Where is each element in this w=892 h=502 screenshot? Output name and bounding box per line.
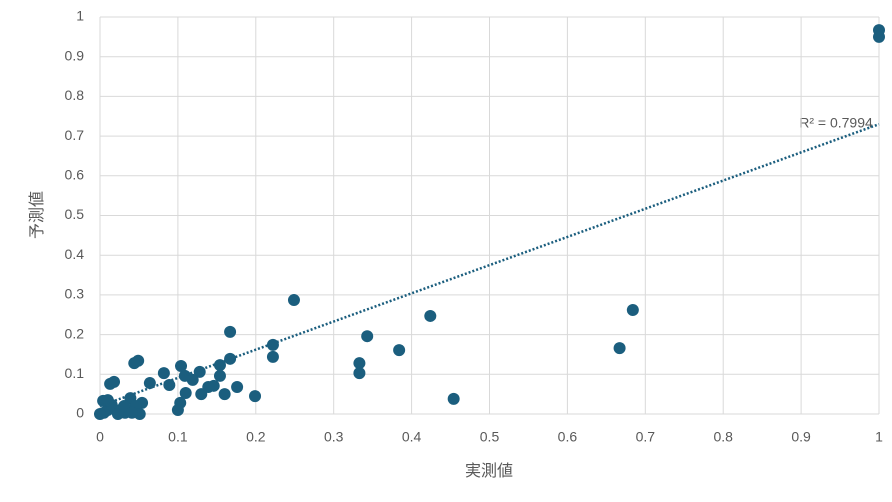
y-tick-label: 0.7 <box>65 127 85 143</box>
data-point <box>179 386 192 399</box>
y-tick-label: 0.5 <box>65 206 85 222</box>
data-point <box>393 344 406 357</box>
x-tick-label: 0.5 <box>480 429 500 445</box>
data-point <box>266 338 279 351</box>
data-point <box>218 388 231 401</box>
x-tick-label: 0.4 <box>402 429 422 445</box>
data-point <box>266 350 279 363</box>
data-point <box>447 392 460 405</box>
data-point <box>361 330 374 343</box>
data-point <box>94 408 106 420</box>
data-point <box>101 394 114 407</box>
y-axis-label: 予測値 <box>28 191 46 239</box>
data-point <box>249 390 262 403</box>
data-point <box>128 357 141 370</box>
x-tick-label: 0 <box>96 429 104 445</box>
x-tick-label: 0.6 <box>558 429 578 445</box>
x-tick-label: 0.7 <box>636 429 656 445</box>
y-tick-label: 1 <box>76 8 84 24</box>
x-tick-label: 1 <box>875 429 883 445</box>
data-point <box>213 359 226 372</box>
data-point <box>213 369 226 382</box>
data-point <box>231 381 244 394</box>
y-tick-label: 0.6 <box>65 167 85 183</box>
data-point <box>175 359 188 372</box>
data-point <box>626 303 639 316</box>
y-tick-label: 0.9 <box>65 47 85 63</box>
x-tick-label: 0.1 <box>168 429 188 445</box>
x-tick-label: 0.3 <box>324 429 344 445</box>
x-axis-label: 実測値 <box>465 462 513 480</box>
data-point <box>171 404 184 417</box>
data-point <box>108 375 121 388</box>
data-point <box>178 369 191 382</box>
y-tick-label: 0 <box>76 405 84 421</box>
data-point <box>118 400 131 413</box>
data-point <box>353 367 366 380</box>
y-tick-label: 0.8 <box>65 87 85 103</box>
y-tick-label: 0.2 <box>65 325 85 341</box>
y-tick-label: 0.3 <box>65 286 85 302</box>
data-point <box>125 406 138 419</box>
data-point <box>195 388 208 401</box>
data-point <box>353 357 366 370</box>
data-point <box>163 379 176 392</box>
r-squared: R² = 0.7994 <box>799 115 873 131</box>
data-point <box>613 342 626 355</box>
y-tick-label: 0.1 <box>65 365 85 381</box>
data-point <box>224 352 237 365</box>
data-point <box>224 325 237 338</box>
x-tick-label: 0.9 <box>791 429 811 445</box>
x-tick-label: 0.2 <box>246 429 266 445</box>
data-point <box>287 294 300 307</box>
data-point <box>873 30 885 43</box>
y-tick-label: 0.4 <box>65 246 85 262</box>
data-point <box>424 309 437 322</box>
data-point <box>157 367 170 380</box>
x-tick-label: 0.8 <box>713 429 733 445</box>
